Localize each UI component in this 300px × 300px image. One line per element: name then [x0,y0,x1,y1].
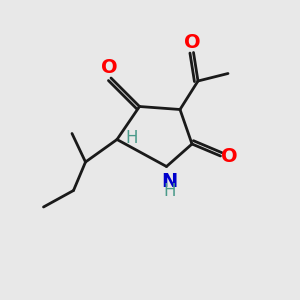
Text: O: O [221,146,238,166]
Text: O: O [184,33,200,52]
Text: O: O [101,58,118,77]
Text: H: H [126,129,138,147]
Text: H: H [163,182,176,200]
Text: N: N [161,172,178,191]
